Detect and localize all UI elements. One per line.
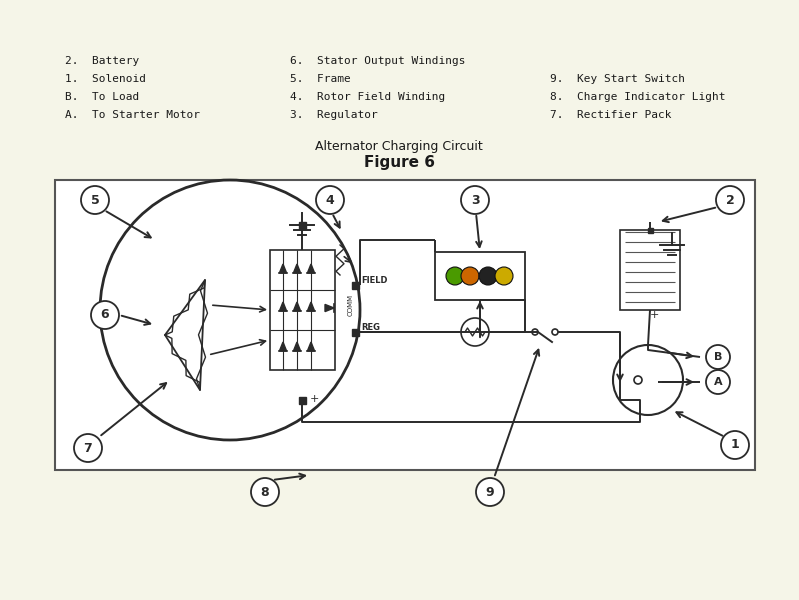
Text: 6: 6 xyxy=(101,308,109,322)
Circle shape xyxy=(495,267,513,285)
Text: 4: 4 xyxy=(326,193,334,206)
Text: Figure 6: Figure 6 xyxy=(364,155,435,170)
Bar xyxy=(55,180,755,470)
Text: A.  To Starter Motor: A. To Starter Motor xyxy=(65,110,200,120)
Circle shape xyxy=(461,267,479,285)
Bar xyxy=(647,227,653,232)
Circle shape xyxy=(316,186,344,214)
Text: B.  To Load: B. To Load xyxy=(65,92,139,102)
Text: 1.  Solenoid: 1. Solenoid xyxy=(65,74,146,84)
Circle shape xyxy=(74,434,102,462)
Text: FIELD: FIELD xyxy=(361,276,388,285)
Circle shape xyxy=(721,431,749,459)
Circle shape xyxy=(446,267,464,285)
Polygon shape xyxy=(308,302,315,311)
Polygon shape xyxy=(308,264,315,273)
Text: +: + xyxy=(650,310,658,320)
Bar xyxy=(299,397,305,403)
Text: 5: 5 xyxy=(90,193,99,206)
Circle shape xyxy=(716,186,744,214)
Text: 7.  Rectifier Pack: 7. Rectifier Pack xyxy=(550,110,671,120)
Text: 6.  Stator Output Windings: 6. Stator Output Windings xyxy=(290,56,466,66)
Bar xyxy=(352,281,359,289)
Text: 8.  Charge Indicator Light: 8. Charge Indicator Light xyxy=(550,92,725,102)
Text: 4.  Rotor Field Winding: 4. Rotor Field Winding xyxy=(290,92,445,102)
Polygon shape xyxy=(308,342,315,351)
Text: 8: 8 xyxy=(260,485,269,499)
Text: 3.  Regulator: 3. Regulator xyxy=(290,110,378,120)
Circle shape xyxy=(91,301,119,329)
Polygon shape xyxy=(293,302,300,311)
Text: 7: 7 xyxy=(84,442,93,455)
Circle shape xyxy=(706,370,730,394)
Circle shape xyxy=(479,267,497,285)
Text: Alternator Charging Circuit: Alternator Charging Circuit xyxy=(315,140,483,153)
Text: 5.  Frame: 5. Frame xyxy=(290,74,351,84)
Circle shape xyxy=(81,186,109,214)
Bar xyxy=(299,221,305,229)
Text: 2: 2 xyxy=(725,193,734,206)
Polygon shape xyxy=(293,264,300,273)
Bar xyxy=(620,230,680,310)
Circle shape xyxy=(476,478,504,506)
Text: 1: 1 xyxy=(730,439,739,451)
Circle shape xyxy=(251,478,279,506)
Text: 3: 3 xyxy=(471,193,479,206)
Polygon shape xyxy=(280,264,287,273)
Text: B: B xyxy=(714,352,722,362)
Bar xyxy=(270,250,335,370)
Bar xyxy=(435,252,525,300)
Polygon shape xyxy=(280,302,287,311)
Circle shape xyxy=(706,345,730,369)
Text: 9: 9 xyxy=(486,485,495,499)
Text: COMM: COMM xyxy=(348,294,354,316)
Text: +: + xyxy=(310,394,320,404)
Circle shape xyxy=(461,186,489,214)
Text: A: A xyxy=(714,377,722,387)
Polygon shape xyxy=(280,342,287,351)
Text: REG: REG xyxy=(361,323,380,332)
Bar xyxy=(352,329,359,335)
Text: 2.  Battery: 2. Battery xyxy=(65,56,139,66)
Polygon shape xyxy=(325,304,334,311)
Text: 9.  Key Start Switch: 9. Key Start Switch xyxy=(550,74,685,84)
Polygon shape xyxy=(293,342,300,351)
